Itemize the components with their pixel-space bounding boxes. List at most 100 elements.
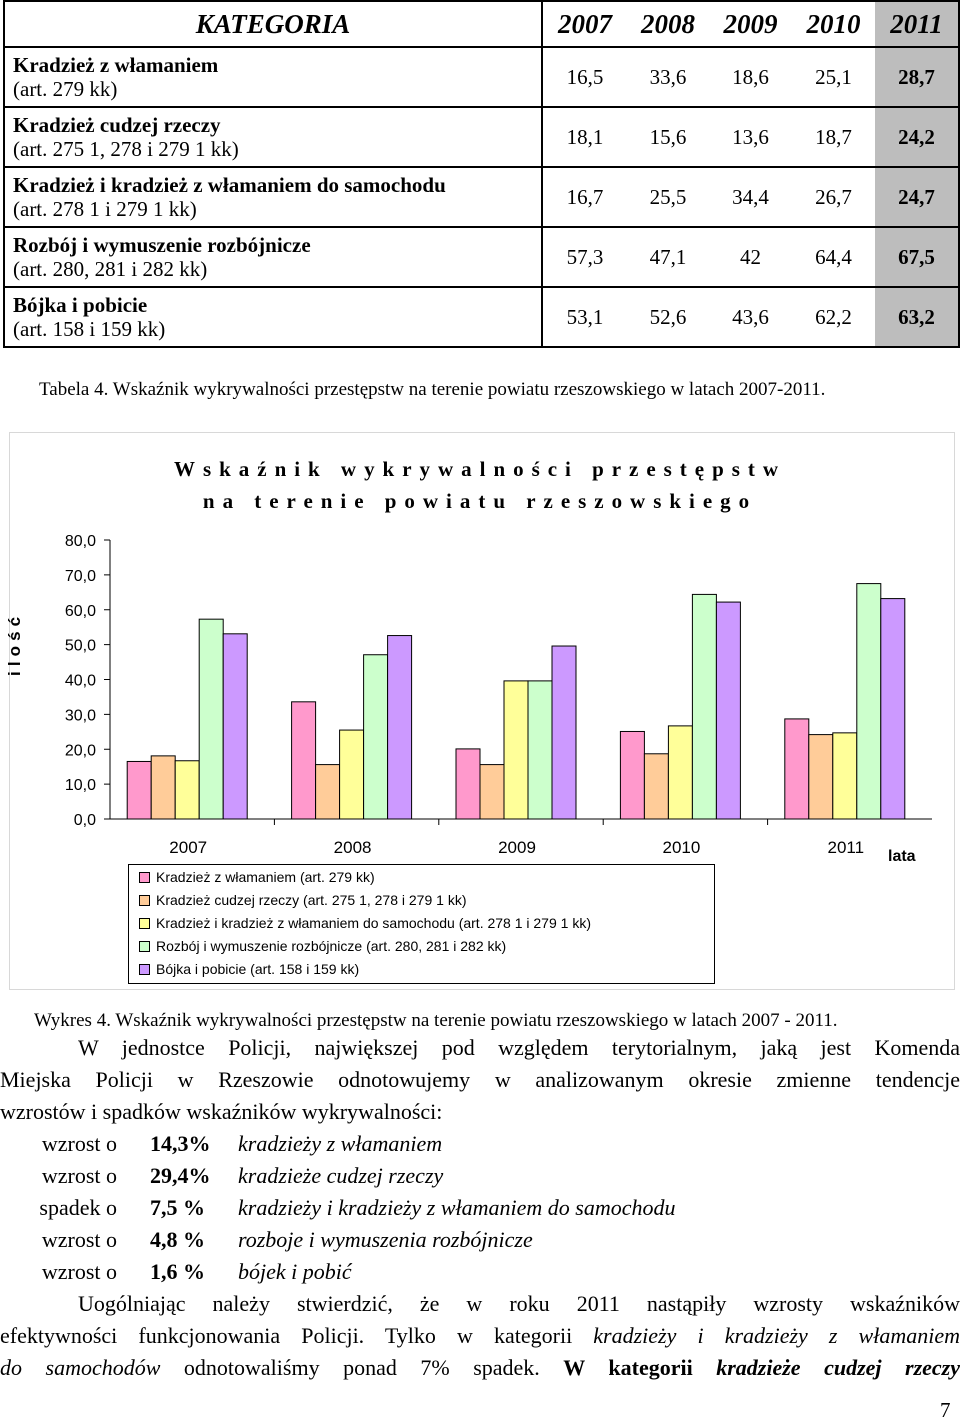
- value-cell: 18,6: [709, 46, 792, 108]
- category-article: (art. 275 1, 278 i 279 1 kk): [13, 137, 239, 161]
- legend-item: Kradzież z włamaniem (art. 279 kk): [139, 869, 375, 885]
- value-cell: 63,2: [875, 286, 960, 348]
- category-cell: Kradzież cudzej rzeczy (art. 275 1, 278 i…: [3, 106, 543, 168]
- bar: [150, 755, 176, 820]
- value-cell: 15,6: [627, 106, 709, 168]
- chart-title-line1: Wskaźnik wykrywalności przestępstw: [174, 457, 786, 481]
- category-cell: Rozbój i wymuszenie rozbójnicze (art. 280…: [3, 226, 543, 288]
- x-tick-label: 2007: [169, 838, 207, 857]
- bar: [643, 753, 669, 820]
- value-cell: 47,1: [627, 226, 709, 288]
- table-row: Kradzież z włamaniem (art. 279 kk) 16,5 33,…: [3, 46, 960, 108]
- category-name: Bójka i pobicie: [13, 293, 148, 317]
- category-cell: Kradzież z włamaniem (art. 279 kk): [3, 46, 543, 108]
- page-number: 7: [940, 1398, 951, 1422]
- value-cell: 42: [709, 226, 792, 288]
- category-article: (art. 279 kk): [13, 77, 118, 101]
- bar: [222, 633, 248, 820]
- table-header-row: KATEGORIA 2007 2008 2009 2010 2011: [3, 0, 960, 48]
- category-article: (art. 280, 281 i 282 kk): [13, 257, 208, 281]
- stat-direction: wzrost o: [41, 1259, 117, 1284]
- category-article: (art. 278 1 i 279 1 kk): [13, 197, 197, 221]
- value-cell: 13,6: [709, 106, 792, 168]
- bar: [315, 764, 341, 820]
- bar: [527, 680, 553, 820]
- stat-description: rozboje i wymuszenia rozbójnicze: [238, 1227, 533, 1252]
- category-name: Kradzież i kradzież z włamaniem do samoc…: [13, 173, 446, 197]
- value-cell: 52,6: [627, 286, 709, 348]
- crime-detection-table: KATEGORIA 2007 2008 2009 2010 2011 Kradz…: [3, 0, 960, 348]
- stat-percent: 7,5 %: [150, 1195, 205, 1220]
- value-cell: 24,2: [875, 106, 960, 168]
- text-run: efektywności funkcjonowania Policji. Tyl…: [0, 1323, 594, 1348]
- bar: [784, 718, 810, 820]
- table-row: Rozbój i wymuszenie rozbójnicze (art. 280…: [3, 226, 960, 288]
- stat-percent: 4,8 %: [150, 1227, 205, 1252]
- value-cell: 57,3: [541, 226, 627, 288]
- stat-item: wzrost o 29,4% kradzieże cudzej rzeczy: [0, 1160, 960, 1192]
- legend-swatch: [139, 963, 150, 975]
- stat-item: wzrost o 4,8 % rozboje i wymuszenia rozbój…: [0, 1224, 960, 1256]
- category-name: Kradzież cudzej rzeczy: [13, 113, 221, 137]
- text-run-bold-italic: kradzieże cudzej rzeczy: [716, 1355, 960, 1380]
- stat-description: kradzieży i kradzieży z włamaniem do sam…: [238, 1195, 676, 1220]
- y-axis-label: ilość: [5, 611, 24, 676]
- table-row: Kradzież cudzej rzeczy (art. 275 1, 278 i…: [3, 106, 960, 168]
- legend-swatch: [139, 940, 150, 952]
- header-year: 2007: [541, 0, 627, 48]
- y-tick-label: 60,0: [65, 603, 96, 620]
- x-tick-label: 2009: [498, 838, 536, 857]
- header-year: 2010: [792, 0, 875, 48]
- value-cell: 43,6: [709, 286, 792, 348]
- value-cell: 16,7: [541, 166, 627, 228]
- paragraph-2-line-2: efektywności funkcjonowania Policji. Tyl…: [0, 1320, 960, 1352]
- bar: [832, 732, 858, 820]
- x-tick-label: 2008: [334, 838, 372, 857]
- value-cell: 25,5: [627, 166, 709, 228]
- legend-item: Rozbój i wymuszenie rozbójnicze (art. 28…: [139, 938, 506, 954]
- stat-item: spadek o 7,5 % kradzieży i kradzieży z wła…: [0, 1192, 960, 1224]
- category-cell: Bójka i pobicie (art. 158 i 159 kk): [3, 286, 543, 348]
- legend-swatch: [139, 917, 150, 929]
- text-run-italic: do samochodów: [0, 1355, 161, 1380]
- value-cell: 25,1: [792, 46, 875, 108]
- header-year: 2009: [709, 0, 792, 48]
- bar: [198, 618, 224, 820]
- value-cell: 28,7: [875, 46, 960, 108]
- chart-legend: Kradzież z włamaniem (art. 279 kk) Kradzi…: [128, 864, 715, 984]
- value-cell: 53,1: [541, 286, 627, 348]
- text-run-bold: W kategorii: [563, 1355, 717, 1380]
- y-tick-label: 10,0: [65, 777, 96, 794]
- chart-caption: Wykres 4. Wskaźnik wykrywalności przestę…: [34, 1010, 838, 1031]
- y-tick-label: 30,0: [65, 707, 96, 724]
- x-tick-label: 2010: [662, 838, 700, 857]
- legend-item: Bójka i pobicie (art. 158 i 159 kk): [139, 961, 359, 977]
- category-article: (art. 158 i 159 kk): [13, 317, 166, 341]
- category-cell: Kradzież i kradzież z włamaniem do samoc…: [3, 166, 543, 228]
- bar: [715, 601, 741, 820]
- x-tick-label: 2011: [828, 838, 865, 857]
- stat-percent: 29,4%: [150, 1163, 211, 1188]
- header-category: KATEGORIA: [3, 0, 543, 48]
- category-name: Kradzież z włamaniem: [13, 53, 219, 77]
- bar: [808, 734, 834, 820]
- paragraph-2-line-3: do samochodów odnotowaliśmy ponad 7% spa…: [0, 1352, 960, 1384]
- chart-title-line2: na terenie powiatu rzeszowskiego: [202, 489, 758, 513]
- bar: [174, 760, 200, 820]
- bar: [479, 764, 505, 820]
- legend-swatch: [139, 871, 150, 883]
- paragraph-1-line-1: W jednostce Policji, największej pod wzg…: [78, 1035, 960, 1060]
- bar: [856, 583, 882, 820]
- table-caption: Tabela 4. Wskaźnik wykrywalności przestę…: [39, 379, 826, 400]
- legend-swatch: [139, 894, 150, 906]
- value-cell: 24,7: [875, 166, 960, 228]
- bar: [880, 598, 906, 820]
- bar: [619, 730, 645, 820]
- legend-item: Kradzież cudzej rzeczy (art. 275 1, 278 …: [139, 892, 466, 908]
- bar: [126, 760, 152, 820]
- value-cell: 16,5: [541, 46, 627, 108]
- y-tick-label: 80,0: [65, 533, 96, 550]
- bar: [291, 701, 317, 820]
- value-cell: 18,7: [792, 106, 875, 168]
- value-cell: 64,4: [792, 226, 875, 288]
